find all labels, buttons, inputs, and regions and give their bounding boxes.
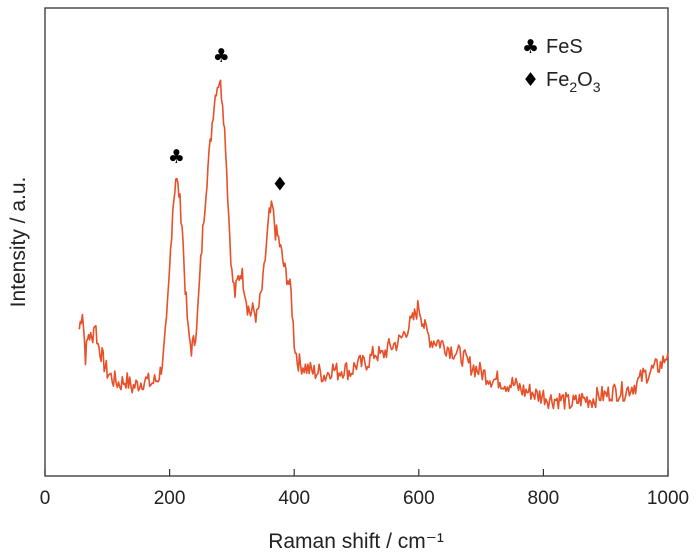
peak-marker: ♣ [168, 146, 185, 168]
x-tick-label: 200 [154, 488, 186, 509]
plot-frame [44, 7, 669, 477]
x-tick-label: 1000 [647, 488, 689, 509]
x-tick-label: 0 [40, 488, 51, 509]
legend-marker-fes: ♣ [522, 36, 539, 58]
spectrum-series-line [78, 79, 669, 410]
peak-marker: ♣ [213, 45, 230, 67]
y-axis-title: Intensity / a.u. [7, 177, 30, 308]
legend: ♣ FeS ♦ Fe2O3 [522, 36, 601, 95]
x-axis-title: Raman shift / cm⁻¹ [268, 530, 444, 553]
legend-label-fes: FeS [546, 36, 583, 58]
peak-annotations: ♣ ♣ ♦ [168, 45, 288, 196]
x-axis-tick-labels: 0 200 400 600 800 1000 [40, 488, 689, 509]
x-tick-label: 800 [528, 488, 560, 509]
x-axis-ticks [44, 469, 669, 476]
peak-marker: ♦ [271, 174, 288, 196]
legend-label-fe2o3: Fe2O3 [546, 69, 601, 95]
x-tick-label: 400 [278, 488, 310, 509]
x-tick-label: 600 [403, 488, 435, 509]
legend-marker-fe2o3: ♦ [522, 69, 539, 91]
